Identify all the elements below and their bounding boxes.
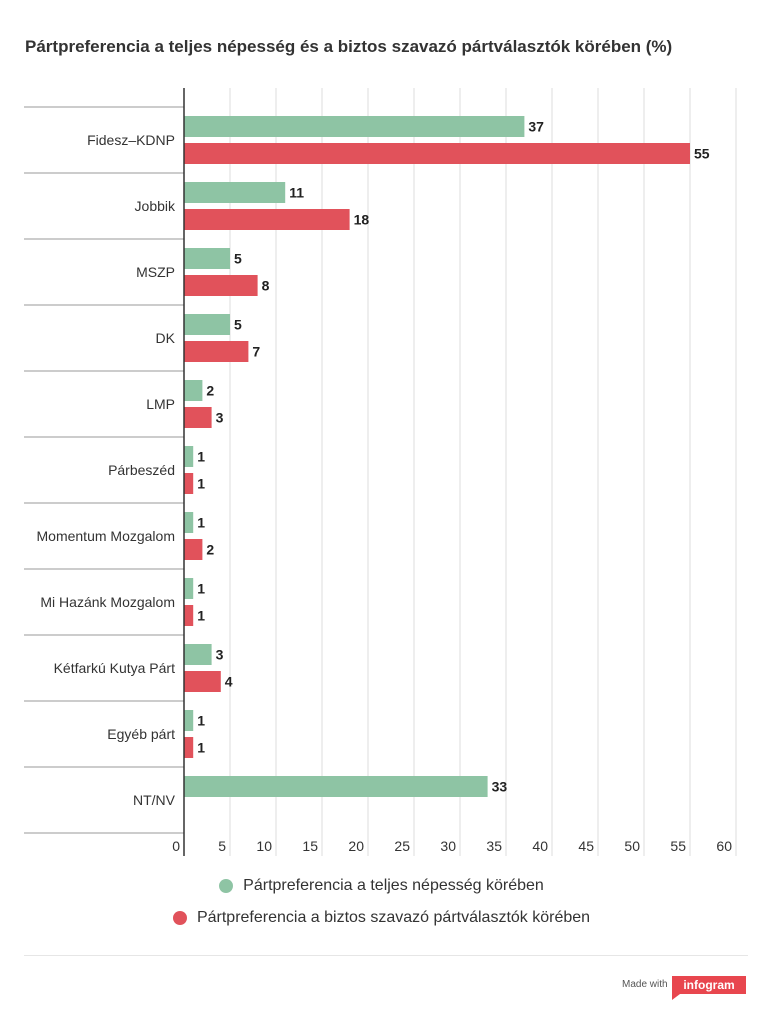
bar-series-2 bbox=[184, 737, 194, 758]
legend-label: Pártpreferencia a teljes népesség körébe… bbox=[243, 877, 544, 894]
legend-swatch-red bbox=[172, 911, 187, 925]
category-label: Fidesz–KDNP bbox=[87, 132, 175, 148]
category-label: MSZP bbox=[136, 264, 175, 280]
x-tick-label: 20 bbox=[348, 838, 364, 854]
bar-value-label: 33 bbox=[492, 779, 508, 795]
bar-series-2 bbox=[184, 209, 350, 230]
infogram-logo-flag-icon bbox=[672, 994, 680, 1000]
bar-series-1 bbox=[184, 182, 286, 203]
bar-value-label: 55 bbox=[694, 146, 710, 162]
x-tick-label: 5 bbox=[218, 838, 226, 854]
category-label: Párbeszéd bbox=[108, 462, 175, 478]
bar-value-label: 2 bbox=[206, 383, 214, 399]
bar-value-label: 1 bbox=[197, 581, 205, 597]
bar-value-label: 1 bbox=[197, 608, 205, 624]
legend-label: Pártpreferencia a biztos szavazó pártvál… bbox=[196, 909, 591, 926]
bar-value-label: 18 bbox=[354, 212, 370, 228]
x-tick-label: 60 bbox=[716, 838, 732, 854]
bar-series-1 bbox=[184, 446, 194, 467]
bar-series-2 bbox=[184, 539, 203, 560]
bar-value-label: 1 bbox=[197, 515, 205, 531]
bar-value-label: 5 bbox=[234, 251, 242, 267]
bar-value-label: 1 bbox=[197, 740, 205, 756]
x-tick-label: 30 bbox=[440, 838, 456, 854]
x-tick-label: 35 bbox=[486, 838, 502, 854]
infogram-logo[interactable]: infogram bbox=[672, 976, 746, 994]
bar-value-label: 11 bbox=[289, 185, 304, 201]
bar-series-1 bbox=[184, 644, 212, 665]
bar-series-1 bbox=[184, 314, 230, 335]
x-tick-label: 45 bbox=[578, 838, 594, 854]
bar-series-2 bbox=[184, 275, 258, 296]
bar-value-label: 5 bbox=[234, 317, 242, 333]
bar-series-1 bbox=[184, 776, 488, 797]
bar-value-label: 1 bbox=[197, 713, 205, 729]
legend: Pártpreferencia a teljes népesség körébe… bbox=[0, 870, 763, 934]
bar-value-label: 37 bbox=[528, 119, 544, 135]
bar-series-2 bbox=[184, 605, 194, 626]
bar-series-2 bbox=[184, 473, 194, 494]
category-label: Jobbik bbox=[135, 198, 176, 214]
x-tick-label: 55 bbox=[670, 838, 686, 854]
category-label: Mi Hazánk Mozgalom bbox=[40, 594, 175, 610]
bar-series-2 bbox=[184, 341, 249, 362]
x-tick-label: 15 bbox=[302, 838, 318, 854]
bar-series-1 bbox=[184, 578, 194, 599]
legend-item-sure-voters: Pártpreferencia a biztos szavazó pártvál… bbox=[172, 902, 591, 934]
category-label: Egyéb párt bbox=[107, 726, 175, 742]
bar-series-1 bbox=[184, 380, 203, 401]
x-tick-label: 10 bbox=[256, 838, 272, 854]
category-label: NT/NV bbox=[133, 792, 176, 808]
bar-value-label: 1 bbox=[197, 449, 205, 465]
bar-series-1 bbox=[184, 710, 194, 731]
chart-title: Pártpreferencia a teljes népesség és a b… bbox=[25, 37, 673, 56]
bar-series-1 bbox=[184, 116, 525, 137]
x-tick-label: 50 bbox=[624, 838, 640, 854]
x-tick-label: 0 bbox=[172, 838, 180, 854]
bar-value-label: 8 bbox=[262, 278, 270, 294]
bar-series-1 bbox=[184, 512, 194, 533]
category-label: Kétfarkú Kutya Párt bbox=[54, 660, 176, 676]
category-label: DK bbox=[156, 330, 176, 346]
bar-value-label: 2 bbox=[206, 542, 214, 558]
bar-chart: 0 5 10 15 20 25 30 35 40 45 50 55 60Fidesz–KDNP3755J… bbox=[24, 88, 737, 856]
legend-swatch-green bbox=[219, 879, 234, 893]
bar-series-2 bbox=[184, 143, 690, 164]
bar-series-2 bbox=[184, 671, 221, 692]
bar-value-label: 7 bbox=[252, 344, 260, 360]
bar-value-label: 1 bbox=[197, 476, 205, 492]
x-tick-label: 25 bbox=[394, 838, 410, 854]
bar-value-label: 4 bbox=[225, 674, 233, 690]
bar-value-label: 3 bbox=[216, 647, 224, 663]
legend-item-total-population: Pártpreferencia a teljes népesség körébe… bbox=[219, 870, 544, 902]
bar-series-2 bbox=[184, 407, 212, 428]
footer-divider bbox=[24, 955, 748, 956]
made-with-text: Made with bbox=[622, 979, 668, 990]
bar-series-1 bbox=[184, 248, 230, 269]
x-tick-label: 40 bbox=[532, 838, 548, 854]
category-label: Momentum Mozgalom bbox=[37, 528, 176, 544]
bar-value-label: 3 bbox=[216, 410, 224, 426]
category-label: LMP bbox=[146, 396, 175, 412]
